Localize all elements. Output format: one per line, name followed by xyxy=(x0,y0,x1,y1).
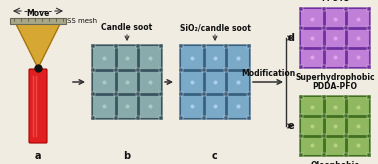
FancyBboxPatch shape xyxy=(300,96,370,156)
Text: e: e xyxy=(288,121,294,131)
Text: SS mesh: SS mesh xyxy=(67,18,97,24)
Text: Oleophobic: Oleophobic xyxy=(311,161,359,164)
Text: b: b xyxy=(124,151,130,161)
Text: Candle soot: Candle soot xyxy=(101,23,153,32)
Text: Move: Move xyxy=(26,9,50,18)
Text: PFOTS: PFOTS xyxy=(321,0,349,3)
Text: SiO₂/candle soot: SiO₂/candle soot xyxy=(180,23,251,32)
Text: Modification: Modification xyxy=(241,69,295,78)
FancyBboxPatch shape xyxy=(180,45,250,119)
Text: c: c xyxy=(212,151,218,161)
Bar xyxy=(10,18,66,24)
FancyBboxPatch shape xyxy=(300,8,370,68)
Text: PDDA-PFO: PDDA-PFO xyxy=(313,82,358,91)
Text: Superhydrophobic: Superhydrophobic xyxy=(295,73,375,82)
FancyBboxPatch shape xyxy=(29,69,47,143)
Text: d: d xyxy=(288,33,294,43)
Polygon shape xyxy=(16,24,60,68)
Text: a: a xyxy=(35,151,41,161)
FancyBboxPatch shape xyxy=(92,45,162,119)
